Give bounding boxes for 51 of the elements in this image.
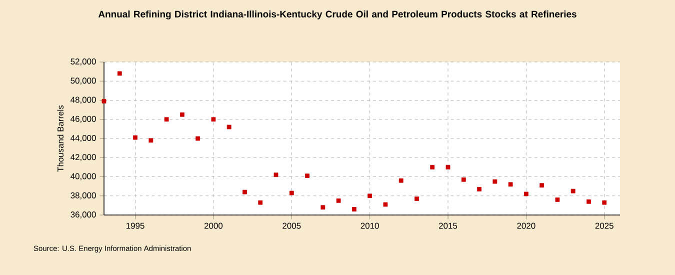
point [368,194,372,198]
point [555,198,560,202]
point [148,138,154,143]
point [102,99,106,104]
y-axis-title: Thousand Barrels [57,105,64,172]
x-tick-label: 2015 [439,222,458,229]
x-tick-label: 2010 [360,222,379,229]
y-tick-label: 46,000 [70,116,96,123]
y-tick-label: 36,000 [70,212,96,218]
point [430,164,435,170]
chart-title: Annual Refining District Indiana-Illinois-Kentucky Crude Oil and Petroleum Products Stocks at Refineries [98,10,576,20]
point [258,200,263,205]
point [226,124,232,130]
point [383,202,388,207]
point [602,200,607,205]
point [492,179,498,184]
point [524,192,528,196]
point [586,199,591,204]
y-tick-label: 48,000 [70,96,96,104]
point [336,198,341,203]
point [352,207,356,212]
x-tick-label: 2005 [282,222,301,229]
point [117,71,122,76]
x-tick-label: 1995 [126,222,144,229]
point [211,117,216,122]
point [274,172,278,178]
point [289,190,294,196]
point [414,196,419,201]
x-tick-label: 2025 [595,222,614,229]
point [164,117,169,122]
point [461,177,466,182]
y-tick-label: 52,000 [70,58,96,66]
y-tick-label: 50,000 [70,78,96,85]
point [180,112,184,117]
y-tick-label: 44,000 [70,135,96,142]
point [570,188,576,194]
x-tick-label: 2020 [517,222,536,229]
point [242,190,247,194]
point [133,135,138,140]
point [398,178,404,183]
point [305,174,310,178]
point [540,183,544,188]
point [446,164,450,170]
point [196,136,200,141]
point [477,186,482,192]
point [320,205,326,210]
y-tick-label: 40,000 [70,173,96,180]
y-tick-label: 42,000 [70,154,96,162]
x-tick-label: 2000 [204,222,223,229]
point [508,182,513,187]
y-tick-label: 38,000 [70,192,96,200]
